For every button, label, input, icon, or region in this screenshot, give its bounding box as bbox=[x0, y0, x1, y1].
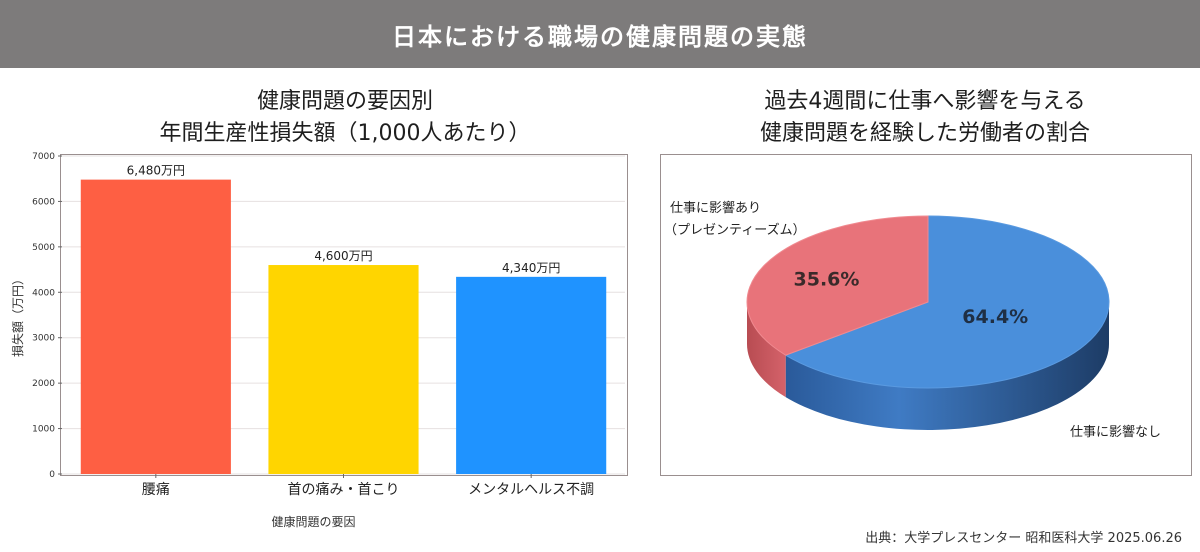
bar-value-label-1: 4,600万円 bbox=[314, 249, 372, 263]
y-tick-label-6: 6000 bbox=[32, 197, 55, 207]
pie-label-affected-line-1: 仕事に影響あり bbox=[670, 200, 761, 216]
source-note: 出典：大学プレスセンター 昭和医科大学 2025.06.26 bbox=[865, 531, 1182, 546]
bar-chart-title-line-1: 健康問題の要因別 bbox=[256, 89, 433, 114]
pie-chart-title-line-1: 過去4週間に仕事へ影響を与える bbox=[764, 89, 1086, 114]
x-tick-label-1: 首の痛み・首こり bbox=[288, 481, 400, 498]
y-tick-label-4: 4000 bbox=[32, 288, 55, 298]
y-tick-label-0: 0 bbox=[49, 470, 55, 480]
y-tick-label-3: 3000 bbox=[32, 334, 55, 344]
bar-1 bbox=[268, 265, 419, 474]
pie-pct-label-affected: 35.6% bbox=[794, 268, 860, 290]
x-tick-label-2: メンタルヘルス不調 bbox=[468, 482, 594, 498]
pie-side-affected bbox=[747, 302, 786, 398]
pie-pct-label-not-affected: 64.4% bbox=[962, 306, 1028, 328]
pie-chart-title-line-2: 健康問題を経験した労働者の割合 bbox=[759, 121, 1090, 146]
pie-slice-not-affected bbox=[784, 215, 1110, 389]
bar-value-label-2: 4,340万円 bbox=[502, 261, 560, 275]
pie-chart: 35.6% 64.4% 仕事に影響あり （プレゼンティーズム） 仕事に影響なし bbox=[664, 200, 1161, 440]
bar-2 bbox=[456, 276, 607, 474]
bar-0 bbox=[80, 179, 231, 474]
x-axis-title: 健康問題の要因 bbox=[271, 514, 355, 529]
header-bar: 日本における職場の健康問題の実態 bbox=[0, 0, 1200, 68]
page-title: 日本における職場の健康問題の実態 bbox=[392, 22, 808, 51]
pie-side-not-affected bbox=[785, 302, 1109, 431]
pie-label-not-affected: 仕事に影響なし bbox=[1070, 424, 1161, 440]
pie-label-affected-line-2: （プレゼンティーズム） bbox=[664, 222, 806, 238]
pie-chart-title: 過去4週間に仕事へ影響を与える 健康問題を経験した労働者の割合 bbox=[660, 86, 1190, 150]
x-tick-label-0: 腰痛 bbox=[142, 481, 170, 498]
bar-chart-title: 健康問題の要因別 年間生産性損失額（1,000人あたり） bbox=[60, 86, 630, 150]
y-tick-label-5: 5000 bbox=[32, 243, 55, 253]
bar-chart-title-line-2: 年間生産性損失額（1,000人あたり） bbox=[159, 121, 531, 146]
bar-value-label-0: 6,480万円 bbox=[127, 164, 185, 178]
y-axis-title: 損失額（万円） bbox=[10, 273, 25, 357]
y-tick-label-1: 1000 bbox=[32, 425, 55, 435]
pie-slice-affected bbox=[746, 215, 929, 356]
y-tick-label-7: 7000 bbox=[32, 152, 55, 162]
y-tick-label-2: 2000 bbox=[32, 379, 55, 389]
